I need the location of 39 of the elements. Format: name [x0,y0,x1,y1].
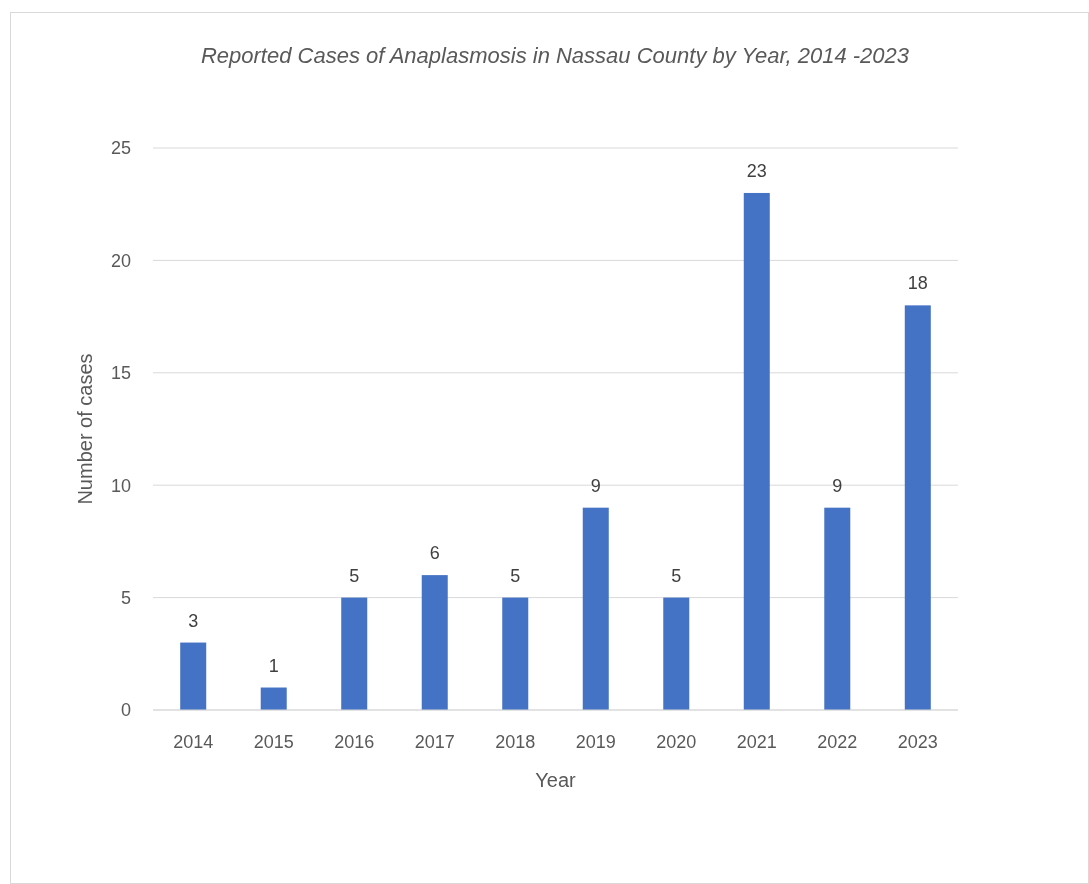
data-label: 5 [349,565,360,586]
data-label: 9 [832,475,843,496]
bar [824,507,851,710]
x-tick-label: 2014 [173,732,214,752]
data-label: 3 [188,610,199,631]
x-tick-label: 2016 [334,732,375,752]
bar [743,192,770,710]
bar [260,687,287,710]
data-label: 23 [746,160,767,181]
chart-title: Reported Cases of Anaplasmosis in Nassau County by Year, 2014 -2023 [200,43,910,68]
bar [904,305,931,710]
x-tick-label: 2020 [656,732,697,752]
y-tick-label: 20 [110,250,131,271]
bar [582,507,609,710]
y-tick-label: 5 [120,587,131,608]
data-label: 5 [671,565,682,586]
x-tick-label: 2015 [253,732,294,752]
bar [341,597,368,710]
x-tick-label: 2023 [897,732,938,752]
data-label: 9 [590,475,601,496]
x-tick-label: 2021 [736,732,777,752]
data-label: 1 [268,655,279,676]
x-axis-title: Year [535,769,577,791]
x-tick-label: 2022 [817,732,858,752]
x-tick-label: 2017 [414,732,455,752]
bar [502,597,529,710]
y-tick-label: 15 [110,363,131,384]
bar [663,597,690,710]
y-tick-label: 25 [110,138,131,159]
bar [180,642,207,710]
data-label: 18 [907,273,928,294]
y-axis-title: Number of cases [74,353,96,505]
data-label: 6 [429,543,440,564]
y-tick-label: 10 [110,475,131,496]
x-tick-label: 2019 [575,732,616,752]
y-tick-label: 0 [120,700,131,721]
data-label: 5 [510,565,521,586]
bar [421,575,448,710]
x-tick-label: 2018 [495,732,536,752]
